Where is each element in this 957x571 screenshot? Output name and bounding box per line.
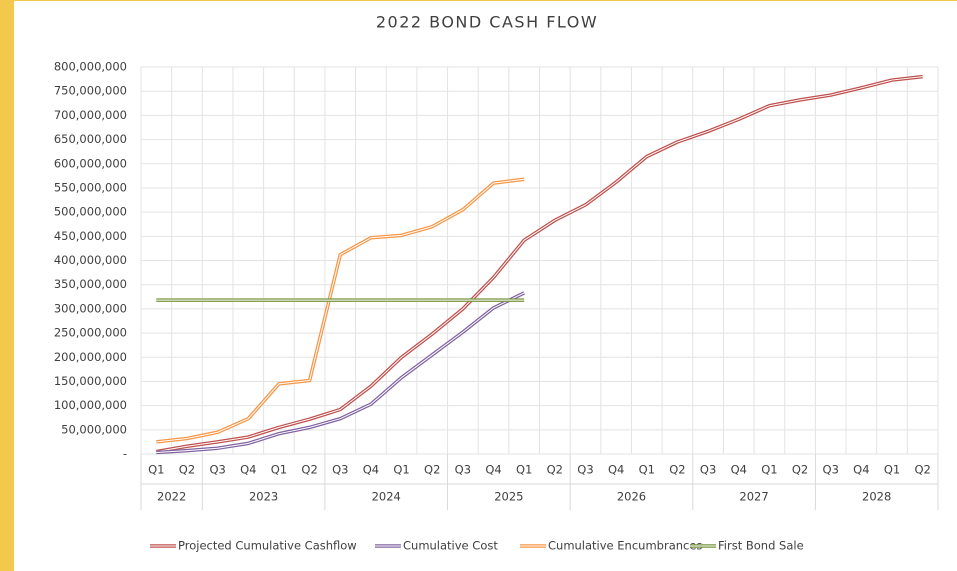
y-tick-label: 750,000,000: [54, 84, 127, 98]
x-tick-label: Q2: [179, 463, 195, 477]
y-tick-label: 450,000,000: [54, 229, 127, 243]
x-tick-label: Q2: [547, 463, 563, 477]
series-line-core: [156, 76, 923, 453]
y-tick-label: 50,000,000: [61, 422, 127, 436]
x-tick-label: Q2: [914, 463, 930, 477]
x-group-label: 2027: [739, 490, 768, 504]
x-tick-label: Q4: [240, 463, 256, 477]
x-tick-label: Q3: [823, 463, 839, 477]
y-tick-label: 200,000,000: [54, 350, 127, 364]
side-accent: [0, 0, 14, 571]
x-group-label: 2028: [862, 490, 891, 504]
x-tick-label: Q4: [485, 463, 501, 477]
x-tick-label: Q3: [455, 463, 471, 477]
x-tick-label: Q1: [148, 463, 164, 477]
x-tick-label: Q2: [792, 463, 808, 477]
y-tick-label: 550,000,000: [54, 180, 127, 194]
legend-label: Projected Cumulative Cashflow: [178, 539, 357, 553]
y-tick-label: 300,000,000: [54, 301, 127, 315]
x-tick-label: Q4: [363, 463, 379, 477]
y-tick-label: 350,000,000: [54, 277, 127, 291]
y-tick-label: 600,000,000: [54, 156, 127, 170]
chart-title: 2022 BOND CASH FLOW: [376, 13, 598, 32]
x-group-label: 2022: [157, 490, 186, 504]
x-tick-label: Q1: [393, 463, 409, 477]
y-tick-label: 400,000,000: [54, 253, 127, 267]
x-tick-label: Q1: [884, 463, 900, 477]
x-group-label: 2025: [494, 490, 523, 504]
x-tick-label: Q1: [271, 463, 287, 477]
x-tick-label: Q3: [332, 463, 348, 477]
x-tick-label: Q1: [516, 463, 532, 477]
x-tick-label: Q2: [301, 463, 317, 477]
x-tick-label: Q2: [669, 463, 685, 477]
x-group-label: 2023: [249, 490, 278, 504]
y-tick-label: 250,000,000: [54, 326, 127, 340]
legend-label: Cumulative Cost: [403, 539, 498, 553]
x-tick-label: Q4: [731, 463, 747, 477]
y-tick-label: 100,000,000: [54, 398, 127, 412]
x-group-label: 2026: [617, 490, 646, 504]
x-tick-label: Q4: [608, 463, 624, 477]
x-tick-label: Q2: [424, 463, 440, 477]
y-tick-label: -: [123, 447, 127, 461]
x-tick-label: Q3: [209, 463, 225, 477]
y-tick-label: 700,000,000: [54, 108, 127, 122]
y-tick-label: 500,000,000: [54, 205, 127, 219]
x-tick-label: Q3: [577, 463, 593, 477]
series-line: [156, 177, 525, 444]
x-tick-label: Q4: [853, 463, 869, 477]
y-tick-label: 800,000,000: [54, 60, 127, 74]
series-line-core: [156, 292, 525, 454]
legend-label: First Bond Sale: [718, 539, 804, 553]
x-tick-label: Q1: [639, 463, 655, 477]
series-line: [156, 291, 525, 455]
x-tick-label: Q3: [700, 463, 716, 477]
legend-label: Cumulative Encumbrances: [548, 539, 702, 553]
y-tick-label: 150,000,000: [54, 374, 127, 388]
x-tick-label: Q1: [761, 463, 777, 477]
x-group-label: 2024: [372, 490, 401, 504]
series-line-core: [156, 178, 525, 443]
y-tick-label: 650,000,000: [54, 132, 127, 146]
